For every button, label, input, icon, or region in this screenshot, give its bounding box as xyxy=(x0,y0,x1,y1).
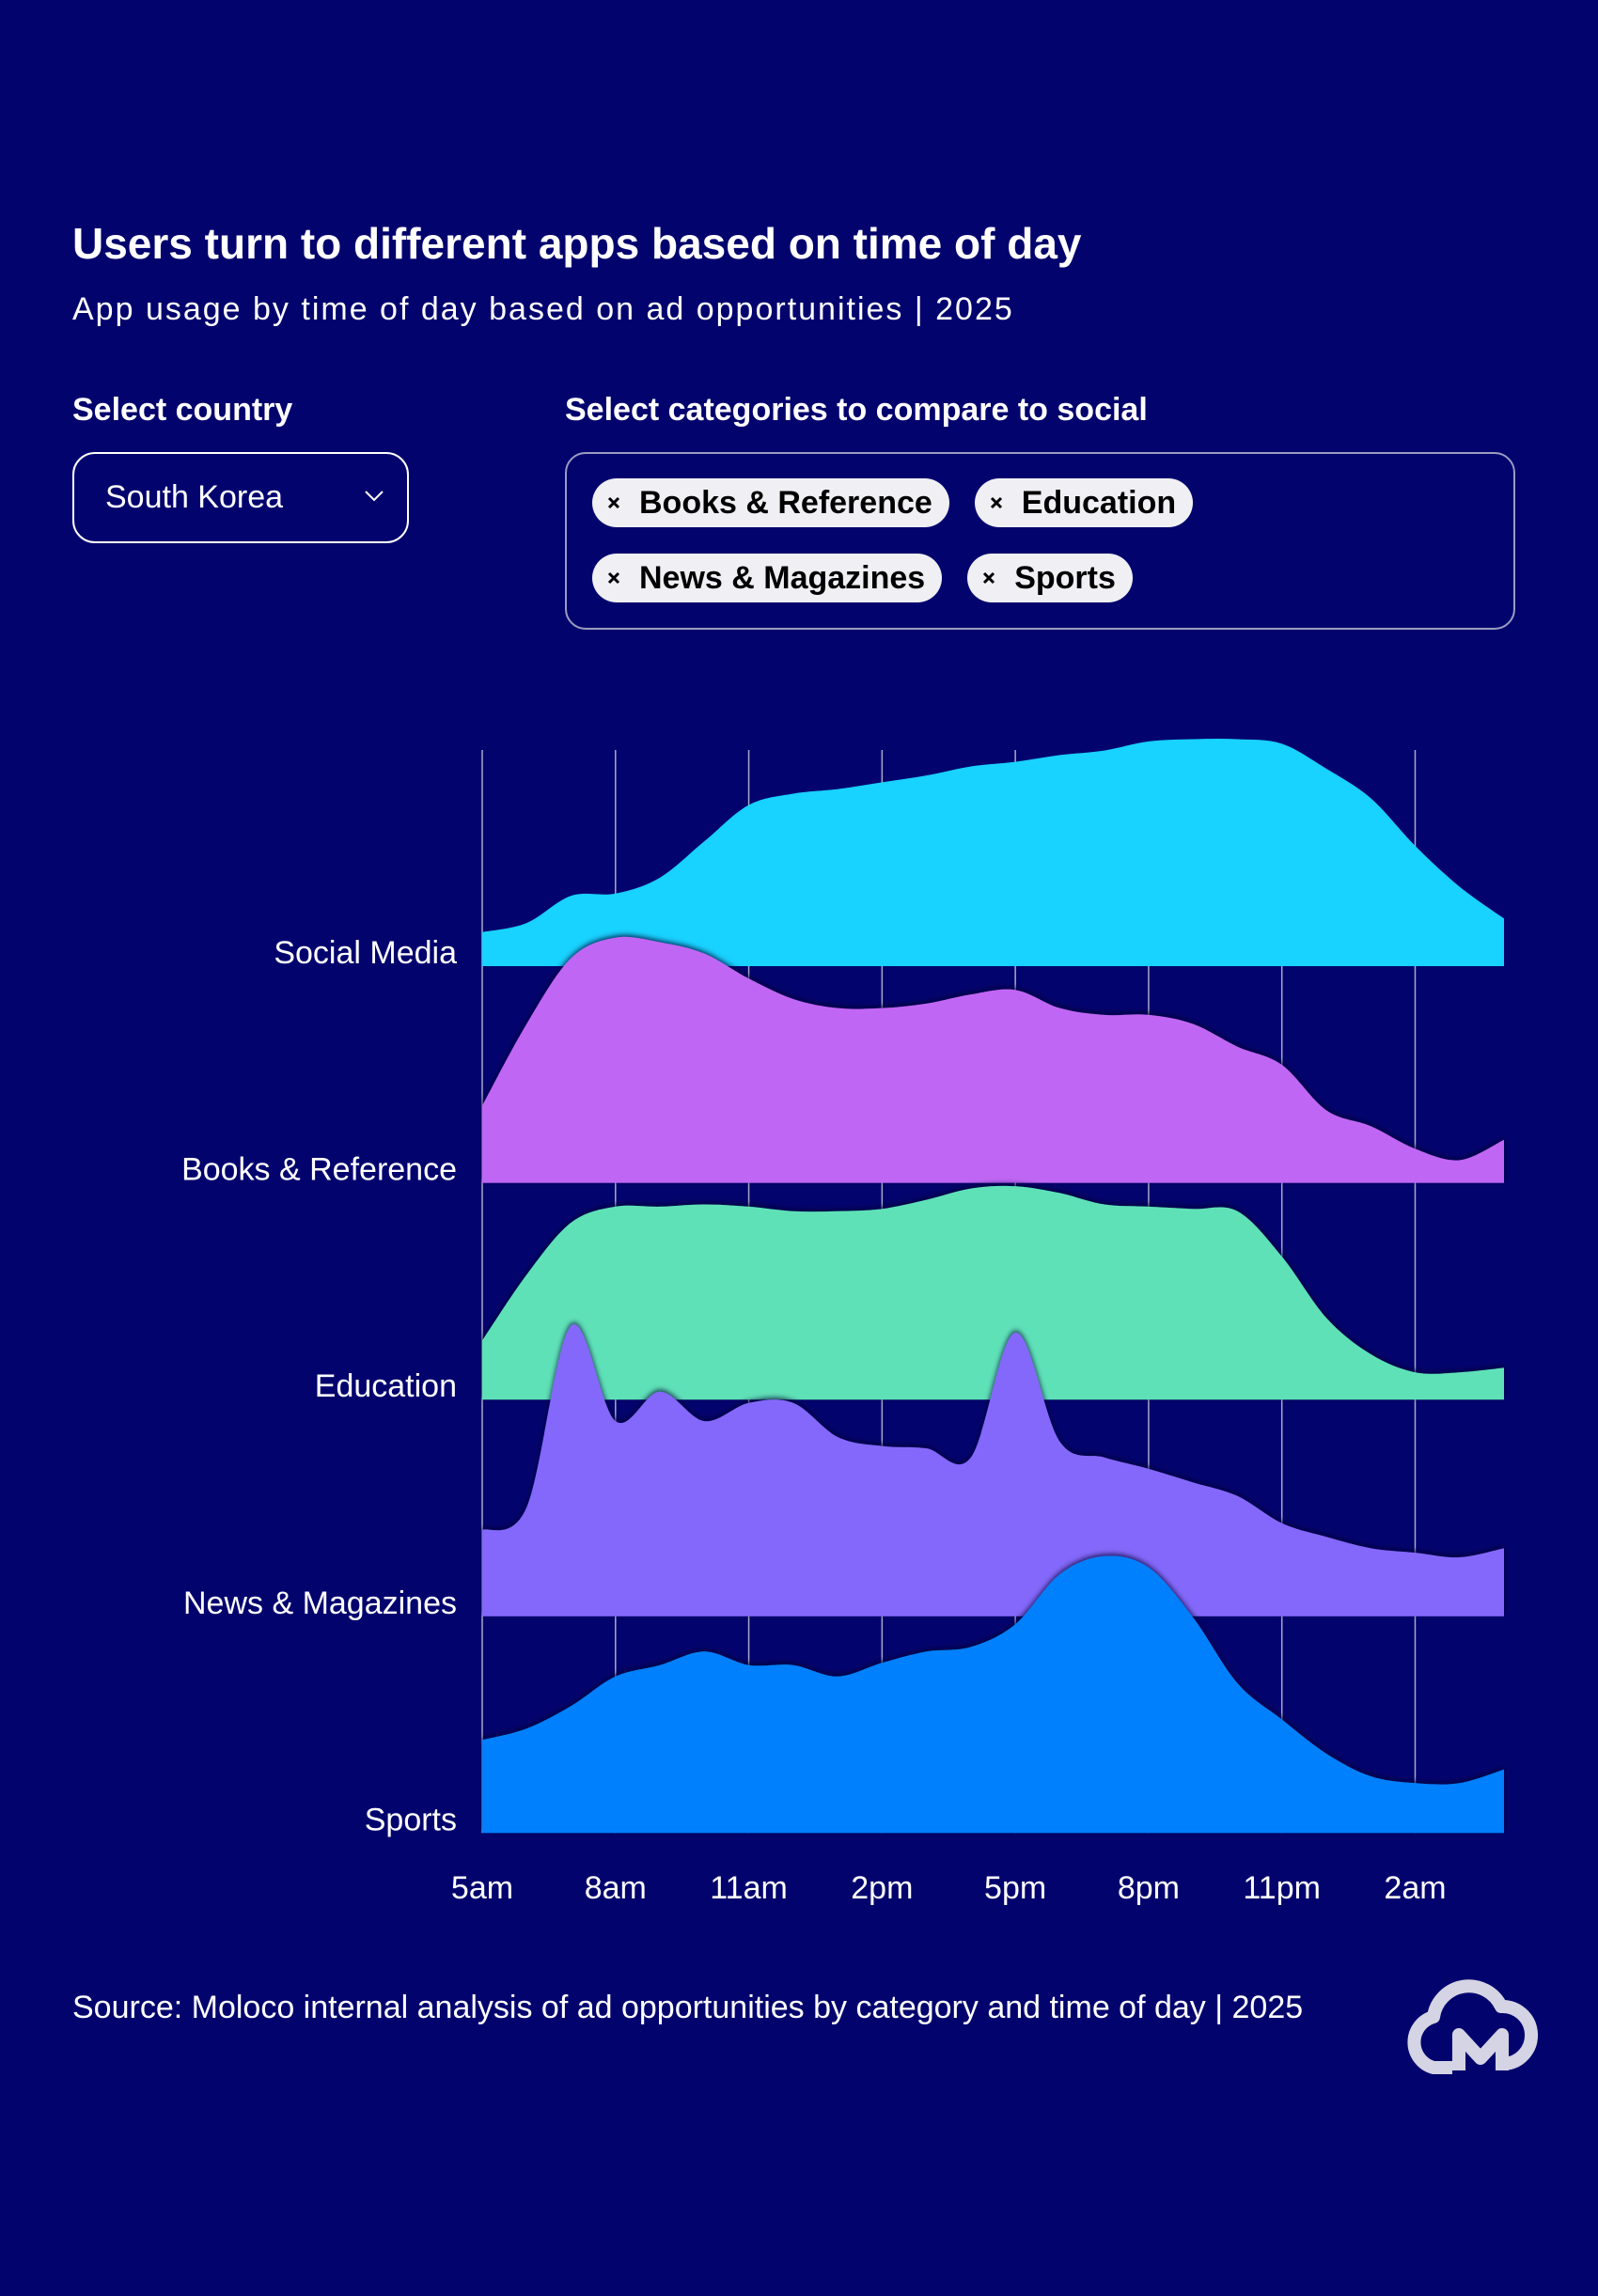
dropdown-value: South Korea xyxy=(105,479,284,515)
x-tick-label: 5am xyxy=(451,1870,513,1906)
category-chip[interactable]: Books & Reference xyxy=(592,478,949,527)
series-label: News & Magazines xyxy=(183,1585,457,1621)
categories-label: Select categories to compare to social xyxy=(565,392,1148,428)
category-chip[interactable]: News & Magazines xyxy=(592,554,943,602)
country-dropdown[interactable]: South Korea xyxy=(72,452,409,543)
chevron-icon xyxy=(365,491,384,502)
x-tick-label: 11pm xyxy=(1243,1870,1321,1906)
x-tick-label: 2pm xyxy=(851,1870,913,1906)
category-chip[interactable]: Sports xyxy=(967,554,1133,602)
chip-label: Books & Reference xyxy=(639,484,932,521)
remove-icon xyxy=(990,496,1002,509)
series-label: Sports xyxy=(365,1802,457,1837)
chip-label: Sports xyxy=(1014,559,1116,596)
x-tick-label: 5pm xyxy=(984,1870,1046,1906)
category-chip[interactable]: Education xyxy=(974,478,1194,527)
x-tick-label: 8pm xyxy=(1118,1870,1180,1906)
remove-icon xyxy=(983,571,995,585)
chip-label: News & Magazines xyxy=(639,559,926,596)
series-label: Books & Reference xyxy=(181,1152,457,1188)
chip-label: Education xyxy=(1021,484,1177,521)
series-label: Education xyxy=(315,1368,457,1404)
source-note: Source: Moloco internal analysis of ad o… xyxy=(72,1990,1304,2025)
x-tick-label: 8am xyxy=(585,1870,647,1906)
x-tick-label: 2am xyxy=(1384,1870,1446,1906)
logo xyxy=(1407,1979,1539,2074)
country-label: Select country xyxy=(72,392,293,428)
subtitle: App usage by time of day based on ad opp… xyxy=(72,291,1014,327)
remove-icon xyxy=(607,496,620,509)
ridge-area xyxy=(482,936,1504,1183)
ridge-area xyxy=(482,1555,1504,1834)
ridge-area xyxy=(482,739,1504,966)
series-label: Social Media xyxy=(274,935,457,971)
remove-icon xyxy=(607,571,620,585)
ridge-area xyxy=(482,1185,1504,1400)
x-tick-label: 11am xyxy=(710,1870,788,1906)
title: Users turn to different apps based on ti… xyxy=(72,219,1082,268)
category-selector: Books & Reference Education News & Magazin… xyxy=(565,452,1515,630)
ridge-area xyxy=(482,1324,1504,1617)
